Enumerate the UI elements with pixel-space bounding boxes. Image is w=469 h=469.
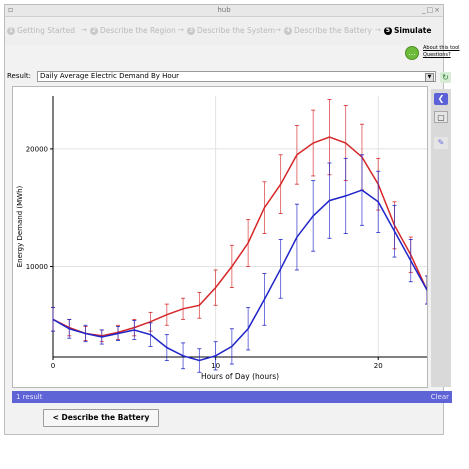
edit-icon[interactable]: ✎: [434, 137, 448, 149]
collapse-arrow-icon[interactable]: ❮: [434, 93, 448, 105]
window-controls[interactable]: _□×: [422, 6, 441, 14]
help-bubble-icon[interactable]: …: [405, 46, 419, 60]
step-label: Getting Started: [17, 26, 75, 35]
step-describe-region[interactable]: 2 Describe the Region: [90, 26, 176, 35]
result-row: Result: Daily Average Electric Demand By…: [0, 71, 438, 83]
series-line-blue: [52, 189, 428, 362]
step-number-icon: 1: [7, 26, 15, 35]
step-describe-battery[interactable]: 4 Describe the Battery: [284, 26, 372, 35]
step-label: Describe the Battery: [294, 26, 372, 35]
questions-link[interactable]: Questions?: [423, 52, 451, 58]
title-bar: ▫ hub _□×: [5, 5, 443, 17]
step-arrow-icon: →: [375, 26, 381, 34]
y-axis-label: Energy Demand (MWh): [16, 185, 24, 267]
step-number-icon: 5: [384, 26, 392, 35]
clear-button[interactable]: Clear: [430, 393, 449, 401]
result-count: 1 result: [16, 393, 43, 401]
step-label: Simulate: [394, 26, 432, 35]
window-title: hub: [217, 6, 231, 14]
step-number-icon: 2: [90, 26, 98, 35]
chevron-down-icon[interactable]: ▼: [425, 73, 434, 82]
refresh-icon[interactable]: ↻: [440, 72, 451, 83]
chart-toolbar: ❮ ▢ ✎: [431, 89, 451, 387]
chart-frame: 0 10 20 10000 20000 Hours of Day (hours) Energ…: [12, 86, 429, 388]
window-menu-icon[interactable]: ▫: [8, 5, 14, 14]
step-arrow-icon: →: [81, 26, 87, 34]
y-tick-label: 20000: [26, 145, 48, 153]
x-tick-label: 0: [51, 362, 55, 370]
result-status-bar: 1 result Clear: [12, 391, 452, 403]
result-select[interactable]: Daily Average Electric Demand By Hour ▼: [37, 71, 436, 82]
x-tick-label: 20: [374, 362, 383, 370]
series-line-red: [52, 136, 428, 337]
step-arrow-icon: →: [275, 26, 281, 34]
step-label: Describe the Region: [100, 26, 176, 35]
step-label: Describe the System: [197, 26, 276, 35]
y-tick-label: 10000: [26, 263, 48, 271]
step-number-icon: 4: [284, 26, 292, 35]
result-label: Result:: [7, 72, 31, 80]
step-arrow-icon: →: [178, 26, 184, 34]
back-button[interactable]: < Describe the Battery: [43, 409, 159, 427]
step-getting-started[interactable]: 1 Getting Started: [7, 26, 75, 35]
result-selected-value: Daily Average Electric Demand By Hour: [40, 72, 180, 80]
step-describe-system[interactable]: 3 Describe the System: [187, 26, 275, 35]
x-axis-label: Hours of Day (hours): [201, 372, 279, 381]
step-simulate[interactable]: 5 Simulate: [384, 26, 431, 35]
step-number-icon: 3: [187, 26, 195, 35]
workflow-steps: 1 Getting Started → 2 Describe the Regio…: [5, 17, 443, 45]
help-links[interactable]: About this tool Questions?: [423, 45, 460, 59]
page-icon[interactable]: ▢: [434, 111, 448, 123]
about-tool-link[interactable]: About this tool: [423, 45, 460, 51]
